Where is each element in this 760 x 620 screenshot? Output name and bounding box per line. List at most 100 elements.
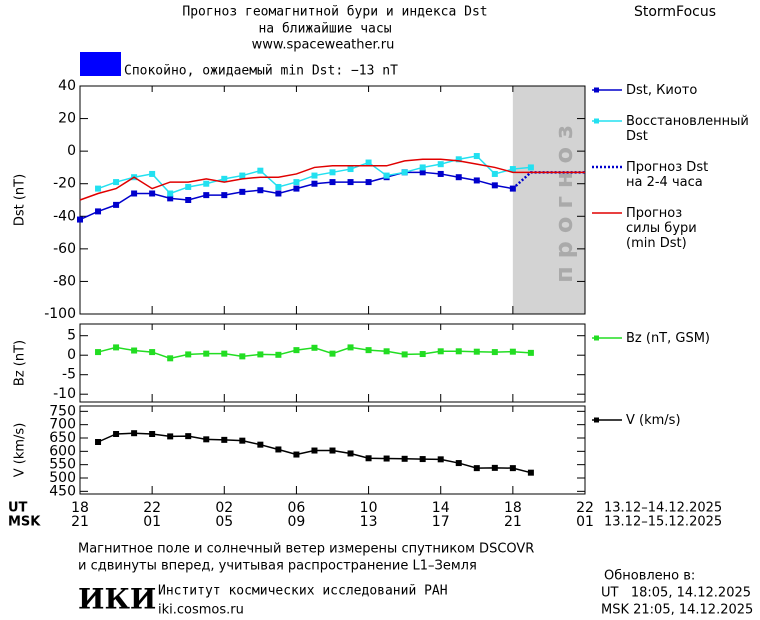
data-point: [293, 179, 300, 186]
forecast-band: [512, 86, 585, 314]
series-line: [512, 171, 585, 190]
y-tick-label: 0: [67, 347, 76, 363]
logo: ИКИ: [78, 583, 156, 616]
y-tick-label: -40: [53, 208, 76, 224]
data-point: [527, 469, 534, 476]
data-point: [275, 190, 282, 197]
data-point: [275, 351, 282, 358]
website: www.spaceweather.ru: [252, 38, 395, 53]
data-point: [509, 465, 516, 472]
data-point: [311, 180, 318, 187]
x-row-range: 13.12–14.12.2025: [604, 501, 722, 516]
y-tick-label: -10: [53, 386, 76, 402]
data-point: [455, 156, 462, 163]
x-tick-label-msk: 21: [504, 514, 522, 530]
data-point: [419, 169, 426, 176]
data-point: [365, 179, 372, 186]
series-line: [79, 158, 585, 201]
y-tick-label: 450: [49, 483, 76, 499]
x-tick-label-msk: 05: [215, 514, 233, 530]
data-point: [149, 349, 156, 356]
data-point: [347, 166, 354, 173]
data-point: [185, 351, 192, 358]
data-point: [239, 172, 246, 179]
data-point: [257, 187, 264, 194]
data-point: [527, 349, 534, 356]
y-tick-label: 500: [49, 470, 76, 486]
legend-marker: [594, 417, 599, 423]
y-tick-label: -20: [53, 176, 76, 192]
data-point: [221, 175, 228, 182]
data-point: [95, 185, 102, 192]
y-tick-label: 750: [49, 403, 76, 419]
y-tick-label: -5: [62, 367, 76, 383]
data-point: [203, 192, 210, 199]
data-point: [221, 350, 228, 357]
data-point: [527, 164, 534, 171]
data-point: [185, 433, 192, 440]
updated-msk: MSK 21:05, 14.12.2025: [601, 603, 753, 618]
data-point: [401, 351, 408, 358]
y-axis-label: Bz (nT): [13, 340, 28, 386]
legend-marker: [594, 87, 599, 93]
y-axis-label: V (km/s): [13, 423, 28, 478]
data-point: [95, 208, 102, 215]
data-point: [221, 436, 228, 443]
data-point: [167, 195, 174, 202]
institute: Институт космических исследований РАН: [158, 584, 448, 599]
institute-site: iki.cosmos.ru: [158, 603, 244, 618]
data-point: [131, 190, 138, 197]
x-tick-label: 14: [432, 500, 450, 516]
y-tick-label: 0: [67, 143, 76, 159]
data-point: [473, 153, 480, 160]
legend-label: Dst, Киото: [626, 83, 697, 98]
data-point: [149, 170, 156, 177]
data-point: [329, 350, 336, 357]
x-tick-label: 22: [576, 500, 594, 516]
x-tick-label: 18: [504, 500, 522, 516]
data-point: [167, 355, 174, 362]
data-point: [293, 451, 300, 458]
legend-label: Прогноз силы бури (min Dst): [626, 206, 697, 251]
data-point: [113, 179, 120, 186]
legend-marker: [594, 118, 599, 124]
forecast-label: прогноз: [550, 117, 578, 283]
updated-ut: UT 18:05, 14.12.2025: [601, 586, 751, 601]
data-point: [167, 190, 174, 197]
data-point: [131, 430, 138, 437]
data-point: [239, 437, 246, 444]
data-point: [239, 353, 246, 360]
status-indicator: [80, 52, 121, 76]
data-point: [455, 348, 462, 355]
data-point: [95, 439, 102, 445]
data-point: [329, 179, 336, 186]
data-point: [455, 174, 462, 181]
data-point: [491, 349, 498, 356]
y-tick-label: -100: [44, 306, 76, 322]
y-tick-label: 550: [49, 457, 76, 473]
x-tick-label-msk: 01: [576, 514, 594, 530]
data-point: [491, 464, 498, 471]
data-point: [113, 344, 120, 351]
data-point: [95, 349, 102, 356]
y-tick-label: 650: [49, 430, 76, 446]
data-point: [275, 446, 282, 453]
data-point: [149, 190, 156, 197]
status-text: Спокойно, ожидаемый min Dst: −13 nT: [124, 64, 398, 79]
x-tick-label: 02: [215, 500, 233, 516]
x-tick-label: 22: [143, 500, 161, 516]
x-tick-label-msk: 17: [432, 514, 450, 530]
x-row-label: MSK: [8, 515, 41, 530]
data-point: [365, 455, 372, 462]
data-point: [329, 447, 336, 454]
data-point: [491, 170, 498, 177]
data-point: [311, 172, 318, 179]
plot-frame: [79, 323, 586, 403]
title: на ближайшие часы: [258, 22, 391, 37]
data-point: [509, 166, 516, 173]
y-tick-label: -80: [53, 273, 76, 289]
data-point: [257, 441, 264, 448]
y-tick-label: 5: [67, 328, 76, 344]
data-point: [383, 455, 390, 462]
